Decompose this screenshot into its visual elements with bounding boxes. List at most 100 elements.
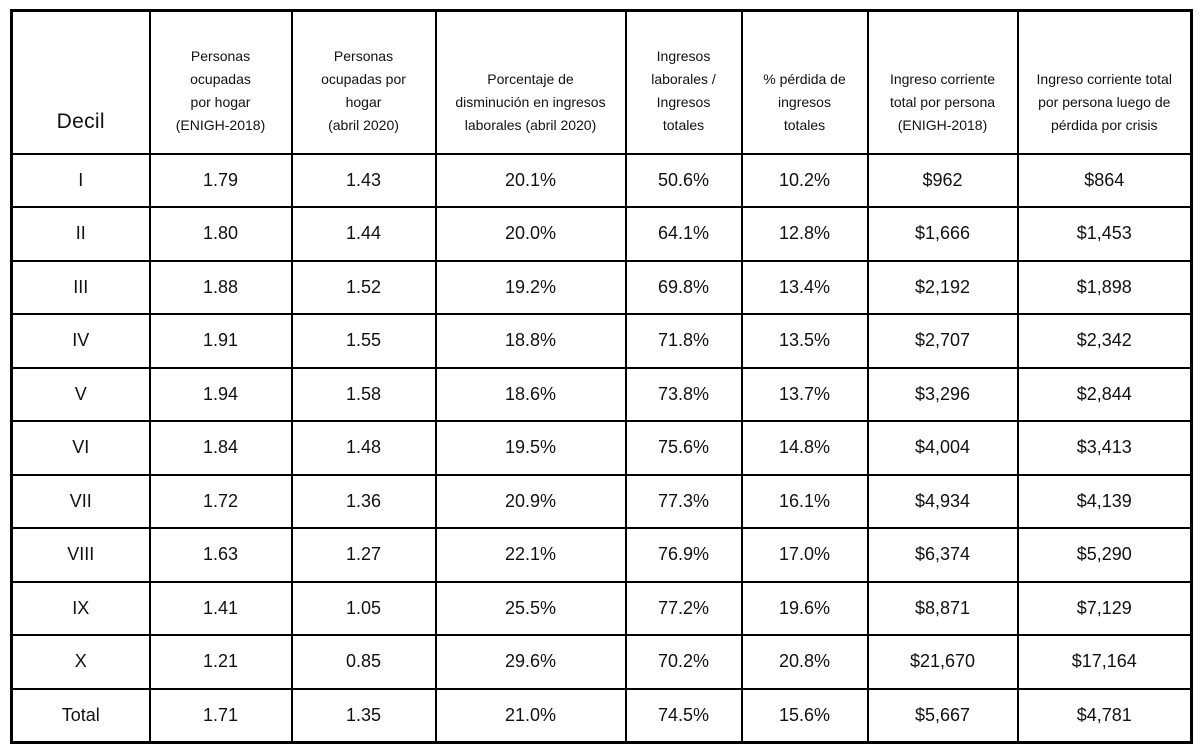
value-cell: 69.8% [624, 259, 743, 315]
value-cell: 13.7% [740, 366, 869, 422]
value-cell: $1,453 [1016, 206, 1193, 262]
value-cell: $2,707 [866, 313, 1019, 369]
table-row-decil-vi: VI 1.84 1.48 19.5% 75.6% 14.8% $4,004 $3… [10, 420, 1193, 476]
value-cell: 15.6% [740, 687, 869, 743]
decil-cell: IV [10, 313, 151, 369]
value-cell: 1.55 [290, 313, 437, 369]
value-cell: 73.8% [624, 366, 743, 422]
value-cell: $2,342 [1016, 313, 1193, 369]
value-cell: $5,290 [1016, 527, 1193, 583]
value-cell: 10.2% [740, 152, 869, 208]
value-cell: $17,164 [1016, 634, 1193, 690]
value-cell: $6,374 [866, 527, 1019, 583]
value-cell: 1.91 [148, 313, 293, 369]
value-cell: 14.8% [740, 420, 869, 476]
value-cell: $4,934 [866, 473, 1019, 529]
table-row-decil-x: X 1.21 0.85 29.6% 70.2% 20.8% $21,670 $1… [10, 634, 1193, 690]
table-header-row: Decil Personas ocupadas por hogar (ENIGH… [10, 9, 1193, 155]
value-cell: 1.63 [148, 527, 293, 583]
value-cell: 1.21 [148, 634, 293, 690]
value-cell: 1.36 [290, 473, 437, 529]
value-cell: 74.5% [624, 687, 743, 743]
value-cell: 77.2% [624, 580, 743, 636]
column-header-ingreso-corriente-crisis: Ingreso corriente total por persona lueg… [1016, 9, 1193, 155]
value-cell: 19.6% [740, 580, 869, 636]
value-cell: $21,670 [866, 634, 1019, 690]
table-row-decil-ix: IX 1.41 1.05 25.5% 77.2% 19.6% $8,871 $7… [10, 580, 1193, 636]
value-cell: 50.6% [624, 152, 743, 208]
value-cell: $5,667 [866, 687, 1019, 743]
value-cell: 13.4% [740, 259, 869, 315]
table-row-decil-vii: VII 1.72 1.36 20.9% 77.3% 16.1% $4,934 $… [10, 473, 1193, 529]
value-cell: 1.58 [290, 366, 437, 422]
value-cell: 1.79 [148, 152, 293, 208]
decil-cell: II [10, 206, 151, 262]
value-cell: 1.44 [290, 206, 437, 262]
value-cell: $1,898 [1016, 259, 1193, 315]
value-cell: 1.71 [148, 687, 293, 743]
value-cell: 77.3% [624, 473, 743, 529]
value-cell: 1.94 [148, 366, 293, 422]
value-cell: 29.6% [434, 634, 627, 690]
value-cell: 19.5% [434, 420, 627, 476]
value-cell: 1.52 [290, 259, 437, 315]
table-row-decil-iv: IV 1.91 1.55 18.8% 71.8% 13.5% $2,707 $2… [10, 313, 1193, 369]
table-row-decil-i: I 1.79 1.43 20.1% 50.6% 10.2% $962 $864 [10, 152, 1193, 208]
value-cell: $962 [866, 152, 1019, 208]
value-cell: $7,129 [1016, 580, 1193, 636]
value-cell: $4,139 [1016, 473, 1193, 529]
column-header-decil: Decil [10, 9, 151, 155]
decil-cell: V [10, 366, 151, 422]
table-row-decil-viii: VIII 1.63 1.27 22.1% 76.9% 17.0% $6,374 … [10, 527, 1193, 583]
table-row-total: Total 1.71 1.35 21.0% 74.5% 15.6% $5,667… [10, 687, 1193, 743]
value-cell: 25.5% [434, 580, 627, 636]
value-cell: $8,871 [866, 580, 1019, 636]
value-cell: 75.6% [624, 420, 743, 476]
value-cell: 1.84 [148, 420, 293, 476]
value-cell: $4,781 [1016, 687, 1193, 743]
value-cell: 18.6% [434, 366, 627, 422]
value-cell: 20.9% [434, 473, 627, 529]
table-row-decil-v: V 1.94 1.58 18.6% 73.8% 13.7% $3,296 $2,… [10, 366, 1193, 422]
value-cell: $3,296 [866, 366, 1019, 422]
value-cell: 71.8% [624, 313, 743, 369]
value-cell: $3,413 [1016, 420, 1193, 476]
column-header-ingresos-laborales-totales: Ingresos laborales / Ingresos totales [624, 9, 743, 155]
decil-cell: VI [10, 420, 151, 476]
value-cell: 20.8% [740, 634, 869, 690]
value-cell: 76.9% [624, 527, 743, 583]
column-header-personas-abril2020: Personas ocupadas por hogar (abril 2020) [290, 9, 437, 155]
value-cell: $1,666 [866, 206, 1019, 262]
value-cell: 12.8% [740, 206, 869, 262]
decil-cell: VIII [10, 527, 151, 583]
value-cell: 1.27 [290, 527, 437, 583]
value-cell: 17.0% [740, 527, 869, 583]
value-cell: 1.48 [290, 420, 437, 476]
value-cell: 64.1% [624, 206, 743, 262]
value-cell: $864 [1016, 152, 1193, 208]
decil-cell: IX [10, 580, 151, 636]
decil-cell: III [10, 259, 151, 315]
table-row-decil-ii: II 1.80 1.44 20.0% 64.1% 12.8% $1,666 $1… [10, 206, 1193, 262]
value-cell: 1.88 [148, 259, 293, 315]
value-cell: 19.2% [434, 259, 627, 315]
value-cell: 1.43 [290, 152, 437, 208]
column-header-porcentaje-disminucion: Porcentaje de disminución en ingresos la… [434, 9, 627, 155]
decil-cell: X [10, 634, 151, 690]
value-cell: 0.85 [290, 634, 437, 690]
value-cell: $4,004 [866, 420, 1019, 476]
decil-cell: I [10, 152, 151, 208]
value-cell: 1.80 [148, 206, 293, 262]
value-cell: 22.1% [434, 527, 627, 583]
value-cell: 20.1% [434, 152, 627, 208]
value-cell: 21.0% [434, 687, 627, 743]
income-deciles-table: Decil Personas ocupadas por hogar (ENIGH… [10, 9, 1193, 744]
value-cell: 18.8% [434, 313, 627, 369]
table-row-decil-iii: III 1.88 1.52 19.2% 69.8% 13.4% $2,192 $… [10, 259, 1193, 315]
column-header-ingreso-corriente-enigh2018: Ingreso corriente total por persona (ENI… [866, 9, 1019, 155]
value-cell: 1.35 [290, 687, 437, 743]
value-cell: 1.41 [148, 580, 293, 636]
decil-cell: VII [10, 473, 151, 529]
value-cell: 16.1% [740, 473, 869, 529]
